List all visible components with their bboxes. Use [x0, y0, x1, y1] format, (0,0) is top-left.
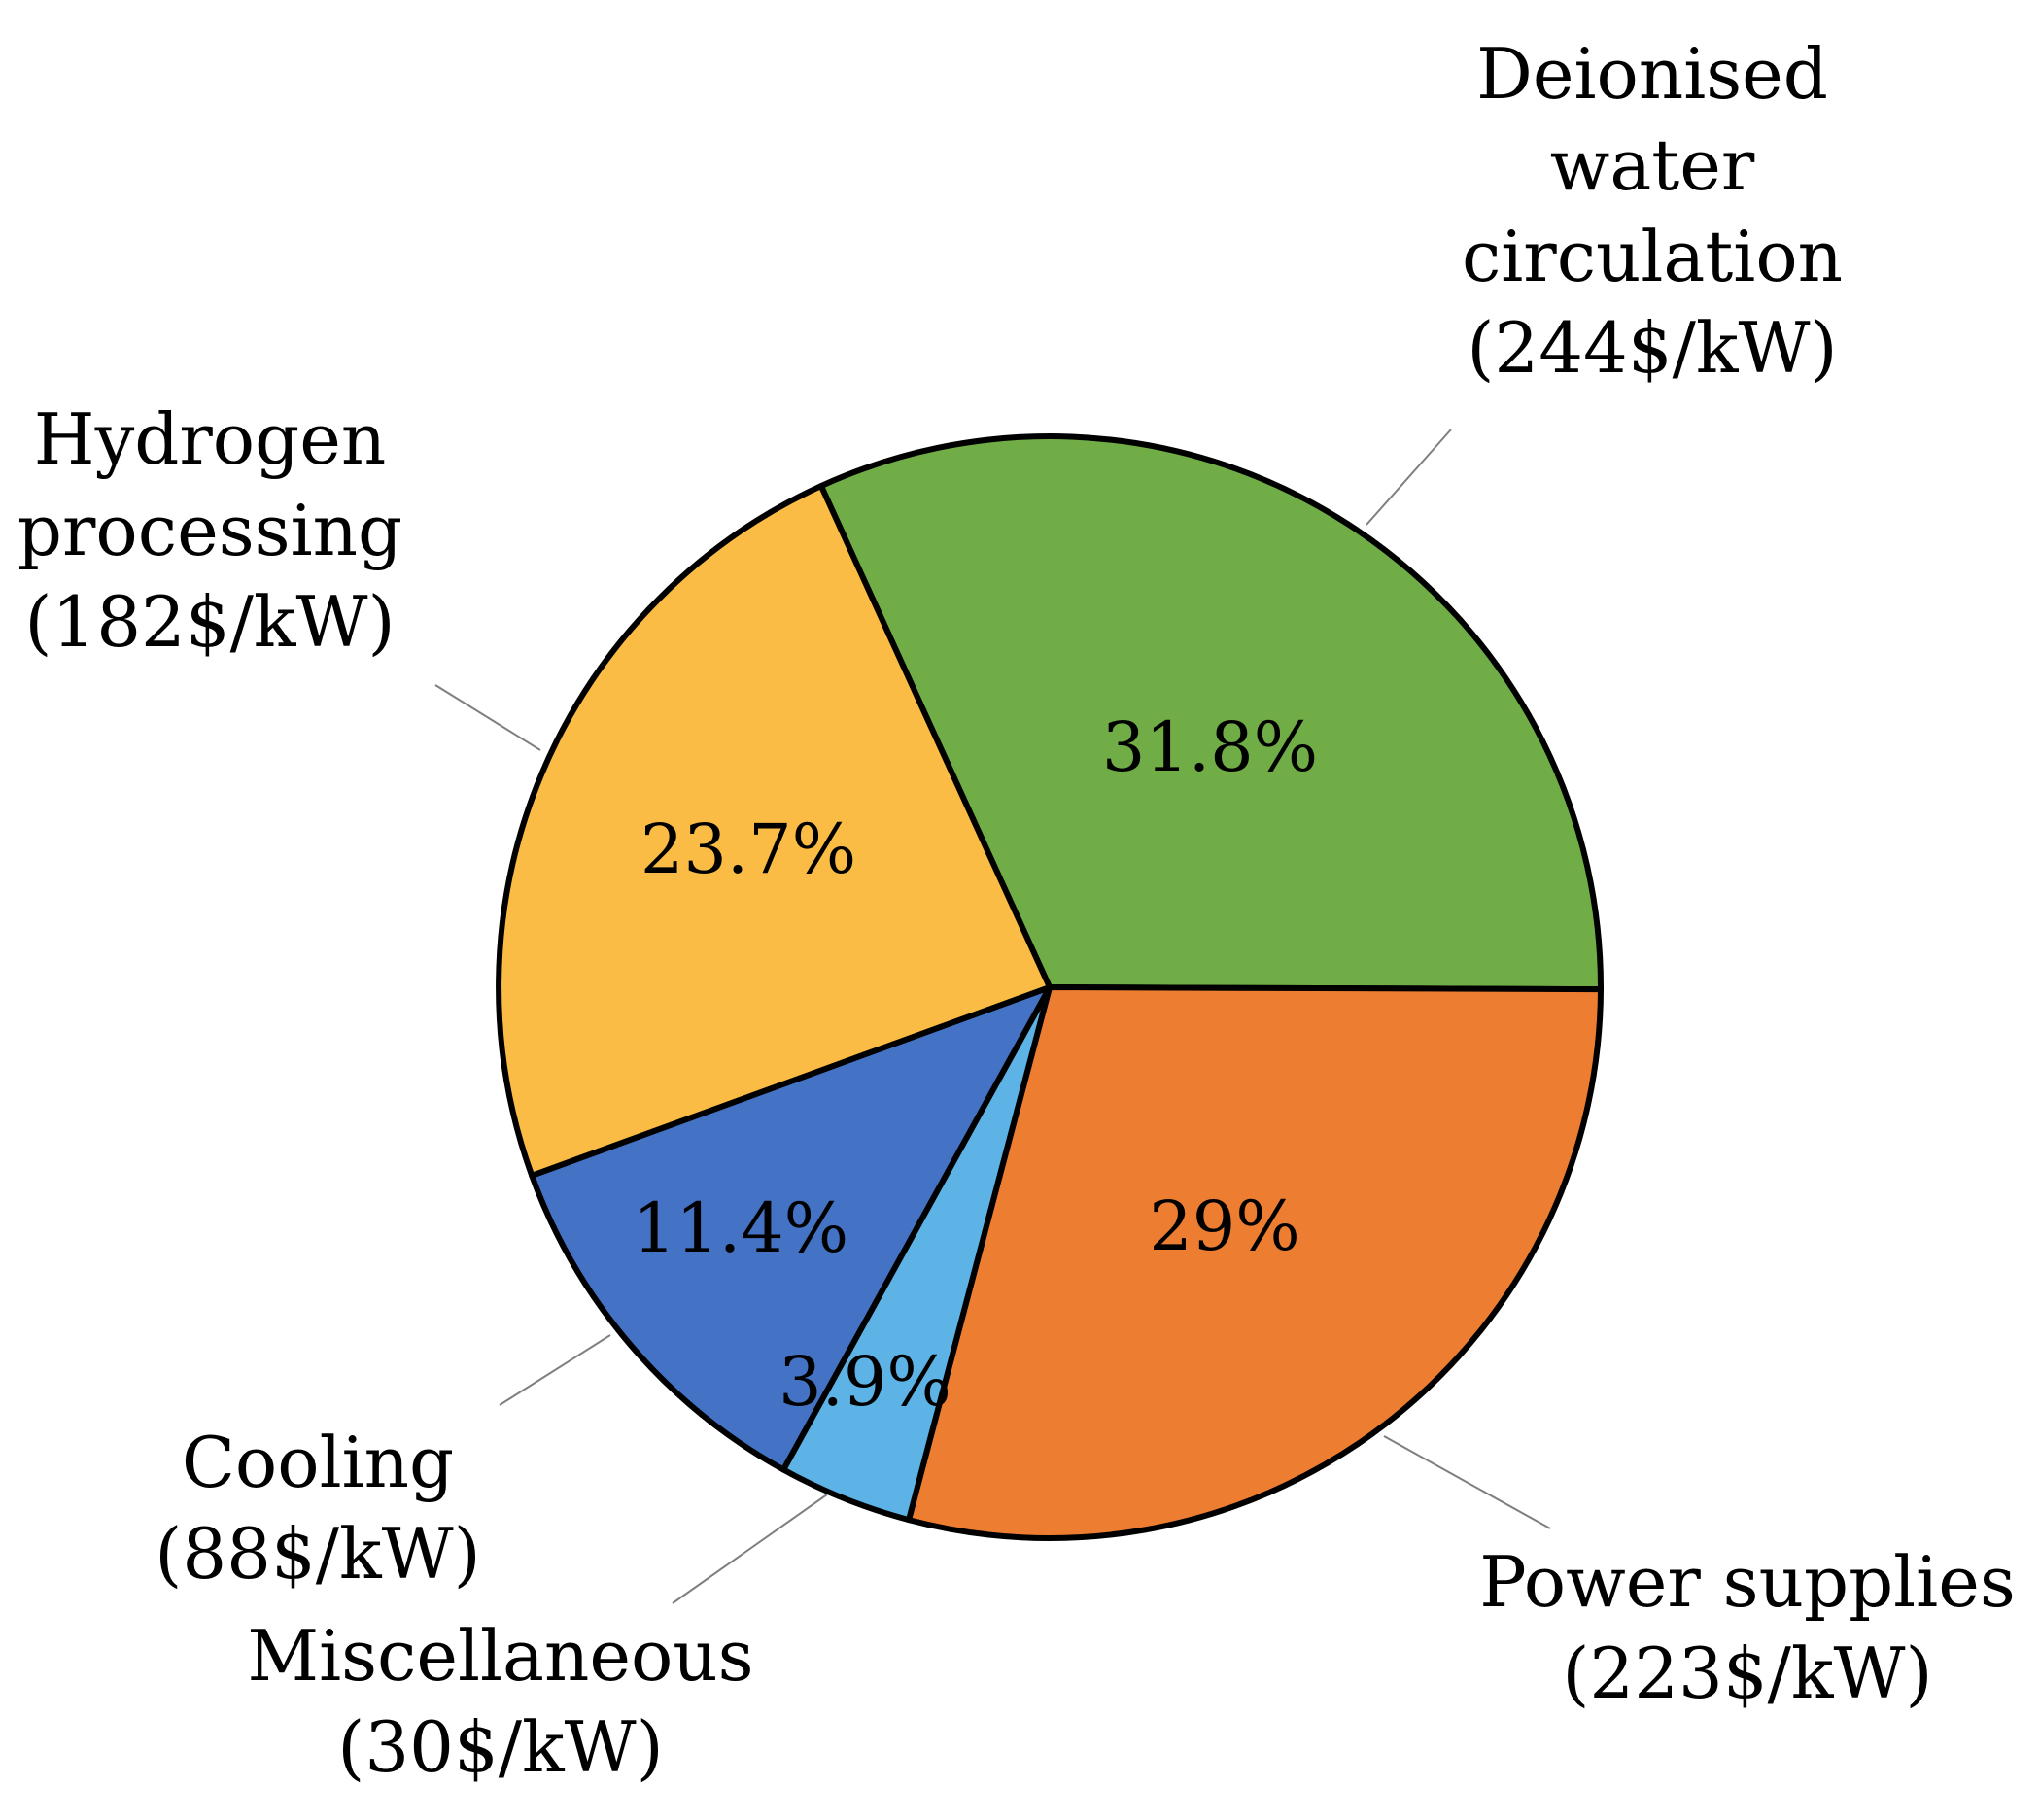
leader-line-deionised-water-circulation — [1366, 429, 1452, 526]
leader-line-miscellaneous — [672, 1494, 828, 1604]
category-label-power-supplies: Power supplies (223$/kW) — [1479, 1541, 2016, 1714]
percent-label-power-supplies: 29% — [1149, 1186, 1300, 1266]
leader-line-power-supplies — [1383, 1435, 1551, 1529]
percent-label-deionised-water-circulation: 31.8% — [1102, 707, 1318, 787]
category-labels: Deionised water circulation (244$/kW) Power … — [17, 33, 2016, 1788]
slice-cooling — [529, 984, 1053, 1473]
category-label-hydrogen-processing: Hydrogen processing (182$/kW) — [17, 398, 402, 663]
category-label-miscellaneous: Miscellaneous (30$/kW) — [247, 1615, 753, 1788]
percent-labels: 31.8% 29% 3.9% 11.4% 23.7% — [633, 707, 1318, 1422]
leader-line-hydrogen-processing — [434, 684, 541, 751]
slice-power-supplies — [906, 984, 1604, 1541]
leader-lines — [434, 429, 1551, 1604]
percent-label-miscellaneous: 3.9% — [778, 1342, 951, 1422]
percent-label-hydrogen-processing: 23.7% — [640, 809, 856, 889]
category-label-cooling: Cooling (88$/kW) — [155, 1422, 481, 1595]
category-label-deionised-water-circulation: Deionised water circulation (244$/kW) — [1462, 33, 1843, 389]
percent-label-cooling: 11.4% — [633, 1188, 848, 1268]
leader-line-cooling — [499, 1334, 611, 1406]
pie-slices — [496, 433, 1605, 1541]
slice-hydrogen-processing — [496, 483, 1053, 1179]
slice-deionised-water-circulation — [817, 433, 1605, 993]
